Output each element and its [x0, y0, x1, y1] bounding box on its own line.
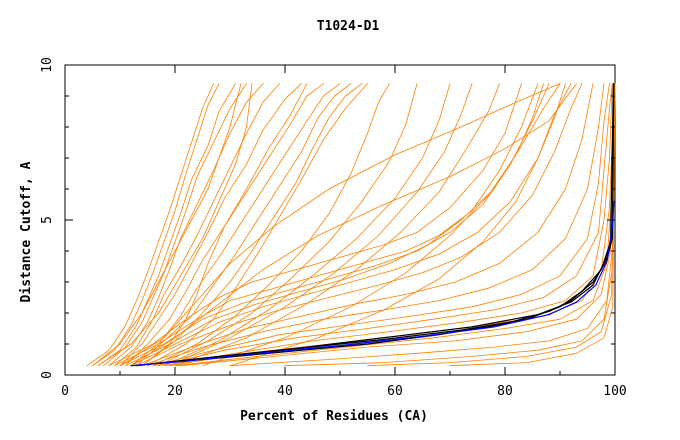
series-line-0-41 — [97, 83, 253, 367]
series-line-0-35 — [174, 83, 500, 367]
chart-title: T1024-D1 — [317, 19, 380, 34]
axes-layer: 0 20 40 60 80 100 0 5 10 — [40, 57, 627, 399]
series-line-0-23 — [174, 83, 615, 367]
series-line-0-30 — [147, 83, 368, 367]
series-line-0-13 — [119, 83, 550, 367]
series-line-0-5 — [114, 83, 280, 367]
series-line-0-12 — [114, 83, 539, 367]
y-tick-label-10: 10 — [40, 57, 55, 73]
x-tick-label-40: 40 — [277, 384, 293, 399]
series-line-0-20 — [158, 83, 613, 367]
series-line-0-29 — [141, 83, 308, 367]
series-line-0-33 — [163, 83, 451, 367]
series-line-0-32 — [158, 83, 418, 367]
series-line-0-17 — [141, 83, 594, 367]
series-line-0-38 — [119, 83, 561, 367]
x-tick-label-60: 60 — [387, 384, 403, 399]
series-line-0-24 — [180, 83, 615, 367]
series-line-0-16 — [136, 83, 583, 367]
series-line-0-19 — [152, 83, 610, 367]
series-line-0-0 — [86, 83, 214, 367]
series-line-0-39 — [130, 83, 577, 367]
series-line-0-25 — [229, 83, 615, 367]
y-axis-label: Distance Cutoff, A — [19, 161, 34, 302]
plot-area: 0 20 40 60 80 100 0 5 10 — [40, 57, 627, 399]
series-line-0-6 — [119, 83, 302, 367]
series-line-0-26 — [284, 83, 616, 367]
series-line-0-9 — [136, 83, 352, 367]
series-line-0-7 — [125, 83, 324, 367]
series-line-0-4 — [108, 83, 264, 367]
series-line-1-2 — [135, 231, 613, 367]
x-tick-label-20: 20 — [167, 384, 183, 399]
series-layer — [86, 83, 616, 367]
x-tick-label-0: 0 — [61, 384, 69, 399]
series-line-0-37 — [229, 83, 566, 367]
series-line-0-31 — [152, 83, 390, 367]
series-line-0-21 — [163, 83, 613, 367]
x-axis-label: Percent of Residues (CA) — [240, 409, 428, 424]
series-line-0-10 — [141, 83, 363, 367]
y-tick-label-5: 5 — [40, 216, 55, 224]
y-tick-label-0: 0 — [40, 371, 55, 379]
series-line-0-28 — [449, 83, 616, 367]
series-line-0-8 — [130, 83, 341, 367]
series-line-0-3 — [103, 83, 247, 367]
series-line-2-0 — [130, 200, 615, 367]
x-tick-label-80: 80 — [497, 384, 513, 399]
series-line-0-34 — [169, 83, 473, 367]
series-line-0-36 — [202, 83, 544, 367]
series-line-0-2 — [97, 83, 236, 367]
series-line-0-1 — [92, 83, 220, 367]
series-line-0-27 — [367, 83, 616, 367]
x-tick-label-100: 100 — [603, 384, 626, 399]
series-line-0-40 — [92, 83, 242, 367]
